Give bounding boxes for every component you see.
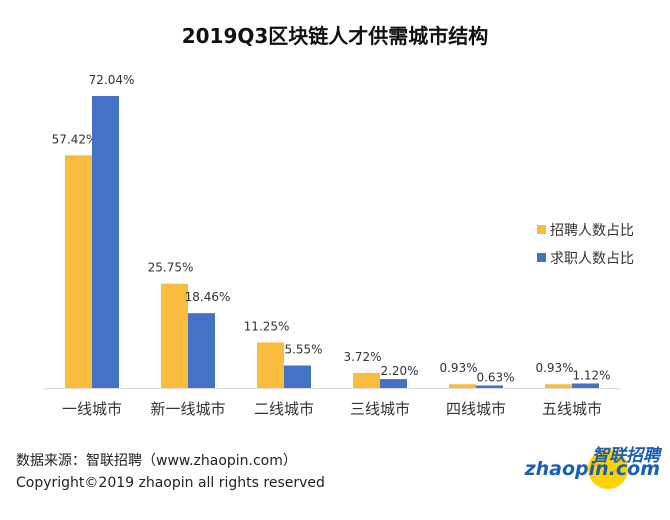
data-label: 2.20%	[380, 364, 418, 378]
bar-seeker	[476, 385, 503, 388]
data-label: 25.75%	[148, 261, 194, 275]
data-label: 5.55%	[284, 343, 322, 357]
x-tick-label: 新一线城市	[150, 400, 225, 418]
chart-title: 2019Q3区块链人才供需城市结构	[181, 24, 489, 48]
bar-recruit	[161, 283, 188, 388]
bar-seeker	[92, 96, 119, 388]
bar-seeker	[284, 365, 311, 388]
bar-seeker	[380, 379, 407, 388]
data-label: 11.25%	[244, 319, 290, 333]
bar-recruit	[257, 342, 284, 388]
data-label: 0.93%	[439, 361, 477, 375]
copyright: Copyright©2019 zhaopin all rights reserv…	[16, 475, 325, 491]
bar-recruit	[545, 384, 572, 388]
logo-cn: 智联招聘	[592, 446, 660, 466]
data-label: 57.42%	[52, 132, 98, 146]
legend-label: 招聘人数占比	[550, 223, 634, 239]
bar-recruit	[449, 384, 476, 388]
zhaopin-logo: 智联招聘 zhaopin.com	[525, 443, 664, 489]
x-tick-label: 五线城市	[542, 400, 602, 418]
legend-label: 求职人数占比	[550, 251, 634, 267]
bar-recruit	[353, 372, 380, 388]
bar-seeker	[572, 383, 599, 388]
data-label: 72.04%	[89, 73, 135, 87]
bar-recruit	[65, 155, 92, 388]
data-label: 0.63%	[476, 370, 514, 384]
x-tick-label: 一线城市	[62, 400, 122, 418]
bar-chart: 57.42% 72.04% 一线城市 25.75% 18.46% 新一线城市 11.25% 5…	[44, 73, 634, 418]
legend-swatch	[537, 253, 546, 262]
data-label: 3.72%	[343, 350, 381, 364]
x-tick-label: 三线城市	[350, 400, 410, 418]
data-label: 0.93%	[535, 361, 573, 375]
bar-seeker	[188, 313, 215, 388]
source-note: 数据来源：智联招聘（www.zhaopin.com）	[16, 453, 297, 469]
logo-en: zhaopin.com	[524, 458, 660, 480]
legend-swatch	[537, 225, 546, 234]
data-label: 1.12%	[572, 368, 610, 382]
x-tick-label: 四线城市	[446, 400, 506, 418]
x-tick-label: 二线城市	[254, 400, 314, 418]
logo-circle	[588, 449, 628, 489]
data-label: 18.46%	[185, 290, 231, 304]
